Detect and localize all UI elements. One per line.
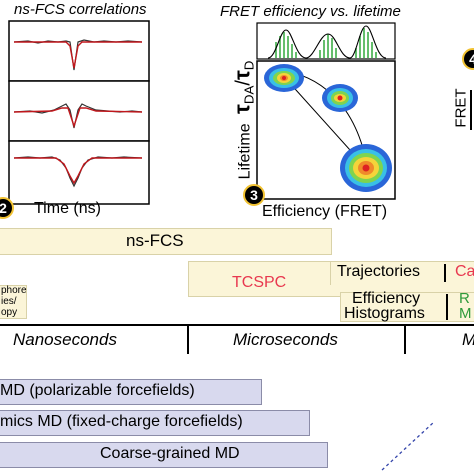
fluorophore-line3: opy xyxy=(1,307,18,318)
efficiency-tail-label-1: R xyxy=(459,290,470,307)
nanoseconds-label: Nanoseconds xyxy=(13,330,117,349)
population-low-fret xyxy=(340,144,392,192)
tcspc-label: TCSPC xyxy=(232,274,287,291)
efficiency-x-axis-label: Efficiency (FRET) xyxy=(262,203,388,220)
tau-da-subscript: DA xyxy=(241,85,257,105)
fcs-panel-title: ns-FCS correlations xyxy=(14,1,147,18)
trajectories-divider xyxy=(444,264,446,282)
fixed-charge-md-label: mics MD (fixed-charge forcefields) xyxy=(0,413,243,430)
trajectories-band xyxy=(330,261,474,285)
timescale-axis-line xyxy=(0,324,474,326)
milliseconds-label-partial: M xyxy=(462,330,474,350)
fcs-correlation-plots xyxy=(8,20,150,205)
fluorophore-band-label: phore ies/ opy xyxy=(1,285,27,318)
nsfcs-band xyxy=(0,228,332,255)
efficiency-tail-label-2: M xyxy=(459,305,472,322)
efficiency-label: Efficiency xyxy=(352,290,421,307)
tau-d-subscript: D xyxy=(241,60,257,71)
tau-d-symbol: τ xyxy=(229,70,255,81)
histograms-label: Histograms xyxy=(344,305,425,322)
fcs-plot-top xyxy=(8,20,150,82)
lifetime-y-axis-label: Lifetime τDA/τD xyxy=(229,61,256,180)
fluorophore-line2: ies/ xyxy=(1,296,17,307)
trajectories-tail-label: Ca xyxy=(455,263,474,280)
nsfcs-band-label: ns-FCS xyxy=(126,231,184,250)
fret-panel-title: FRET efficiency vs. lifetime xyxy=(220,3,401,20)
fcs-x-axis-label: Time (ns) xyxy=(34,200,101,217)
fret-2d-histogram xyxy=(256,60,396,200)
fluorophore-band xyxy=(0,285,27,319)
fluorophore-line1: phore xyxy=(1,285,27,296)
population-mid-fret xyxy=(322,84,358,112)
badge-2: 2 xyxy=(0,197,14,219)
polarizable-md-label: MD (polarizable forcefields) xyxy=(0,382,195,399)
us-ms-tick xyxy=(404,324,406,354)
panel4-y-axis-label: FRET xyxy=(452,88,470,128)
coarse-grained-md-band xyxy=(0,442,328,468)
efficiency-histogram xyxy=(256,22,396,60)
polarizable-md-band xyxy=(0,379,262,405)
fixed-charge-md-band xyxy=(0,410,310,436)
dashed-arrow xyxy=(381,421,435,471)
lifetime-label-text: Lifetime xyxy=(236,123,254,180)
trajectories-label: Trajectories xyxy=(337,263,420,280)
microseconds-label: Microseconds xyxy=(233,330,338,349)
ns-us-tick xyxy=(187,324,189,354)
ratio-slash: / xyxy=(232,80,255,86)
efficiency-divider xyxy=(446,294,448,320)
panel4-axis-fragment xyxy=(470,90,472,130)
tau-da-symbol: τ xyxy=(229,104,255,114)
badge-4: 4 xyxy=(462,48,474,70)
coarse-grained-md-label: Coarse-grained MD xyxy=(100,445,240,462)
badge-3: 3 xyxy=(243,184,265,206)
efficiency-band xyxy=(340,292,474,322)
population-high-fret xyxy=(264,64,304,92)
